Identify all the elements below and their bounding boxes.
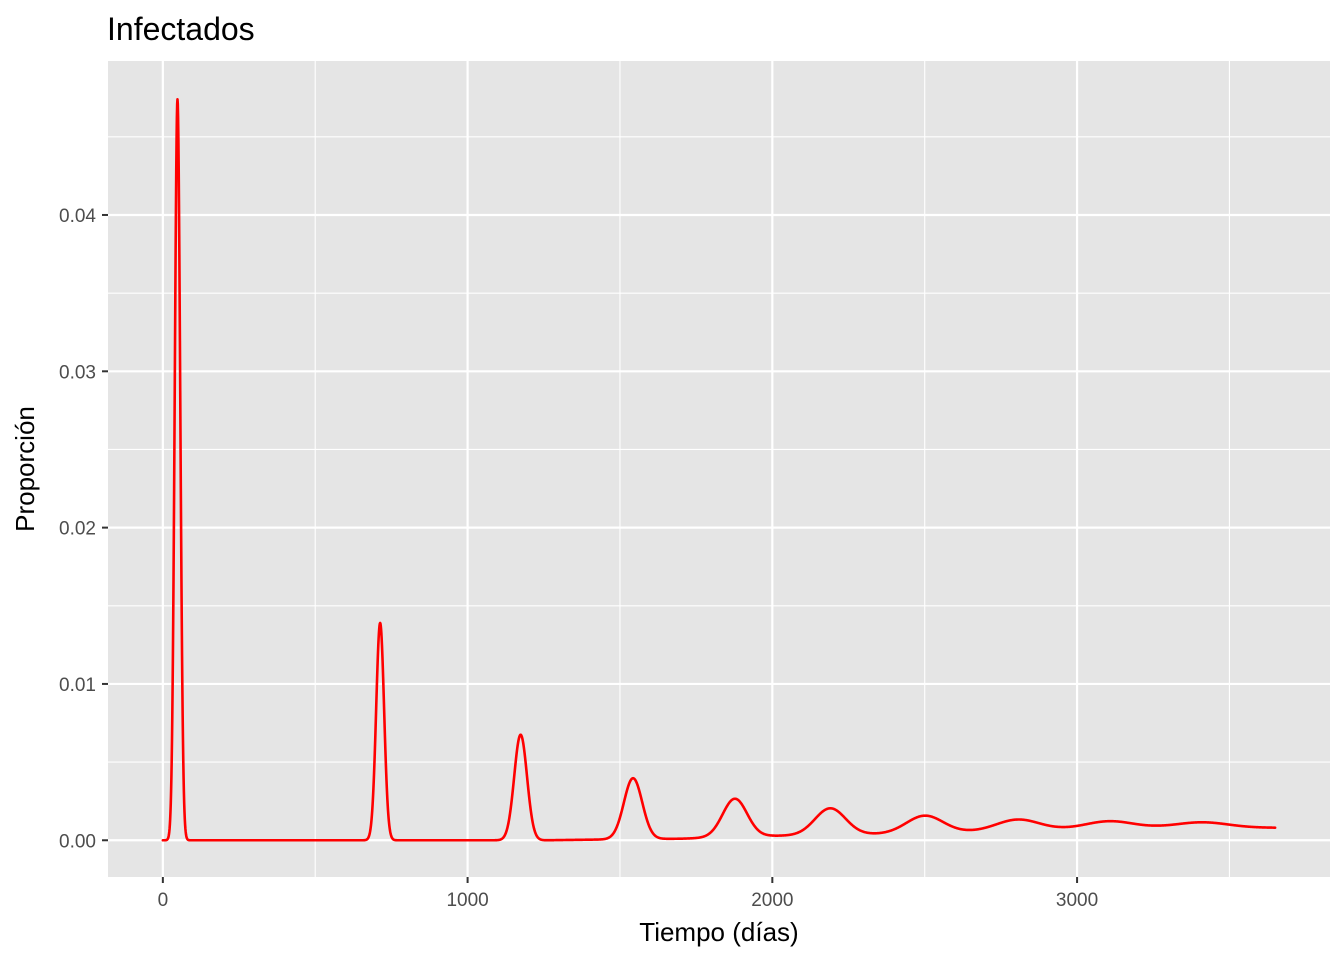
- y-axis-ticks: 0.00 0.01 0.02 0.03 0.04: [59, 206, 108, 852]
- y-tick-label: 0.02: [59, 519, 96, 540]
- x-tick-label: 3000: [1056, 890, 1098, 911]
- x-tick-label: 1000: [446, 890, 488, 911]
- series-line: [161, 98, 1277, 842]
- y-tick-label: 0.03: [59, 362, 96, 383]
- y-tick-label: 0.04: [59, 206, 96, 227]
- x-axis-ticks: 0 1000 2000 3000: [158, 877, 1098, 911]
- y-axis-title: Proporción: [10, 406, 40, 532]
- x-tick-label: 0: [158, 890, 169, 911]
- y-tick-label: 0.01: [59, 675, 96, 696]
- x-tick-label: 2000: [751, 890, 793, 911]
- plot-panel: [108, 61, 1330, 877]
- chart-title: Infectados: [107, 11, 255, 47]
- x-axis-title: Tiempo (días): [639, 917, 798, 947]
- y-tick-label: 0.00: [59, 831, 96, 852]
- grid-minor: [108, 61, 1330, 877]
